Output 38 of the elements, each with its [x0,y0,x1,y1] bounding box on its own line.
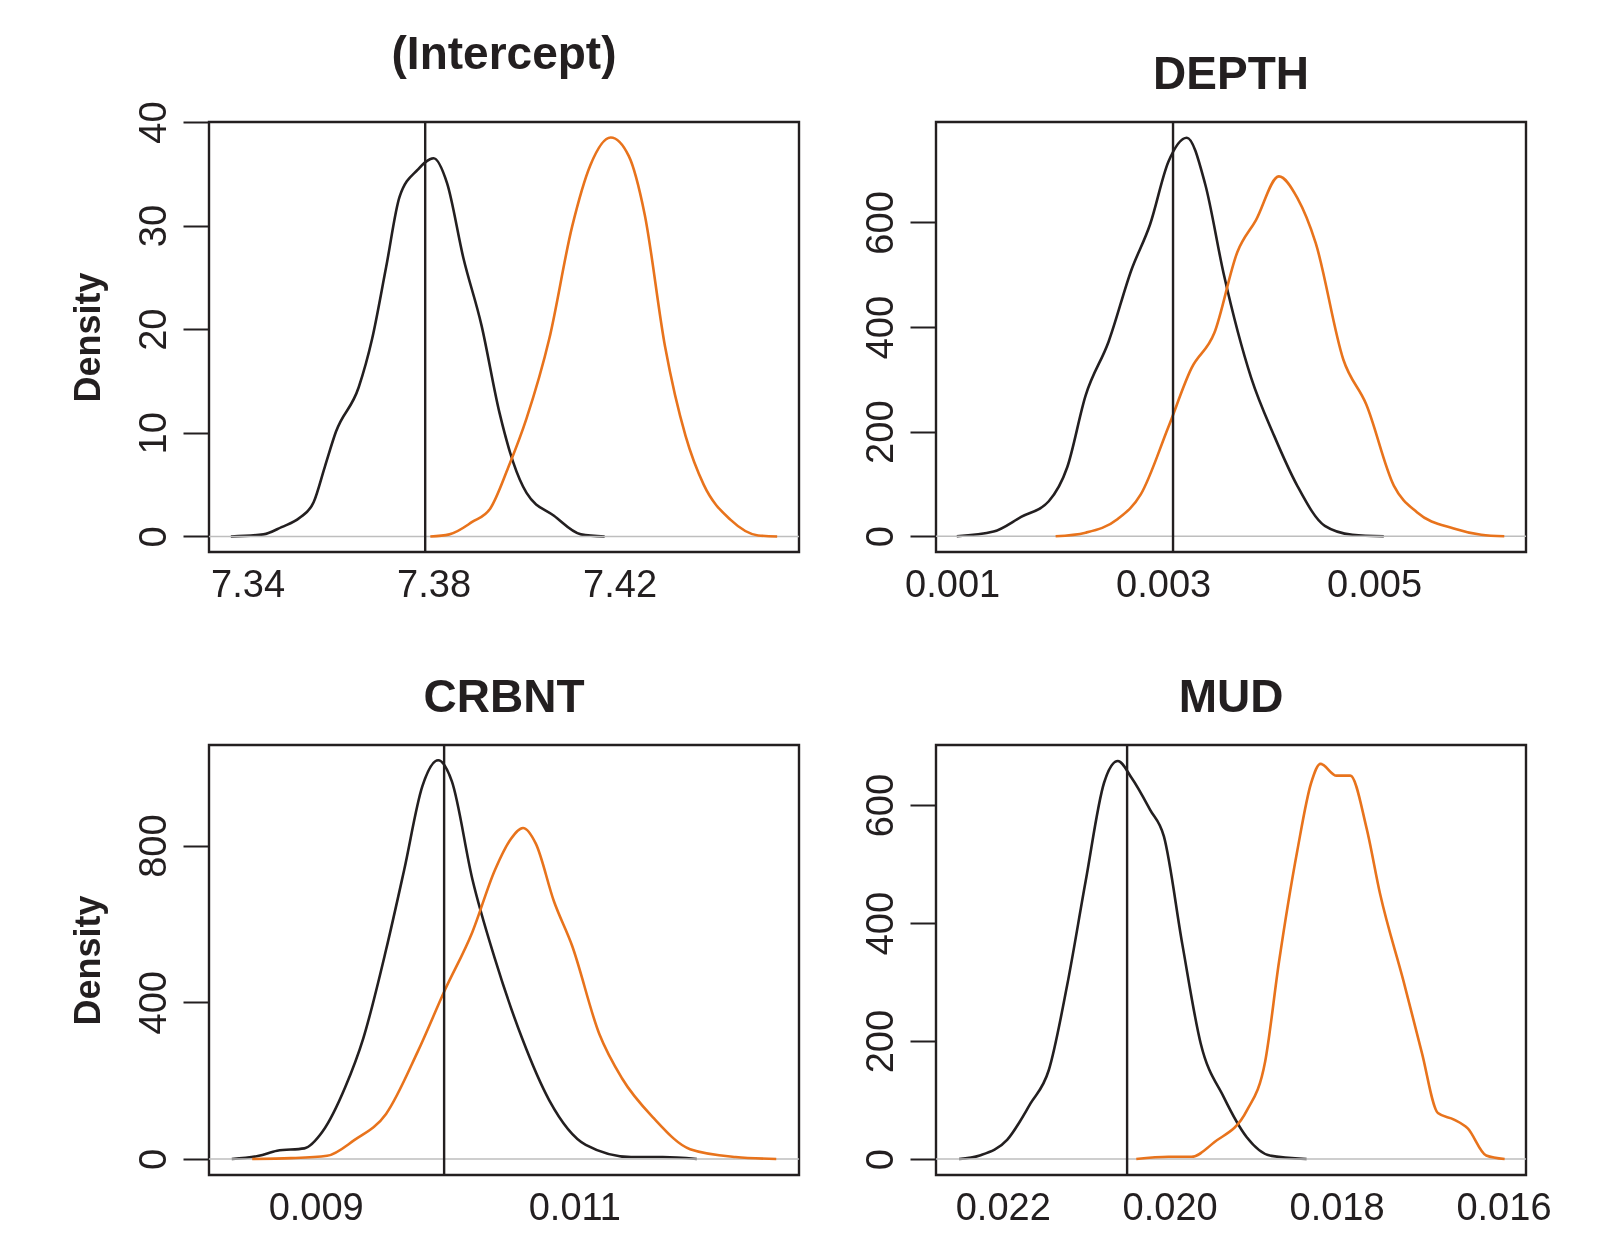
chart-title: (Intercept) [391,26,617,79]
y-axis-title: Density [66,895,108,1026]
x-tick-label: 0.022 [955,1185,1051,1228]
line-series [1134,762,1506,1161]
y-tick-label: 0 [131,526,174,548]
y-tick-label: 20 [131,308,174,351]
x-tick-label: 0.001 [905,562,1001,605]
y-tick-label: 0 [131,1148,174,1171]
y-tick-label: 0 [858,1149,901,1171]
y-tick-label: 10 [131,412,174,455]
x-tick-label: 7.34 [211,562,286,605]
x-tick-label: 0.003 [1116,562,1212,605]
y-axis-title: Density [66,272,108,403]
line-series [429,136,779,538]
x-tick-label: 0.009 [268,1185,364,1228]
chart-title: CRBNT [423,669,585,722]
y-tick-label: 600 [858,773,901,838]
x-tick-label: 7.38 [397,562,472,605]
y-tick-label: 400 [858,295,901,360]
y-tick-label: 600 [858,191,901,255]
x-tick-label: 0.005 [1327,562,1423,605]
x-tick-label: 0.016 [1456,1185,1552,1228]
chart-title: MUD [1178,669,1284,722]
y-tick-label: 200 [858,400,901,464]
x-tick-label: 0.011 [528,1185,621,1228]
x-tick-label: 0.020 [1122,1185,1218,1228]
y-tick-label: 400 [858,891,901,956]
line-series [250,826,778,1161]
y-tick-label: 400 [131,971,174,1035]
y-tick-label: 40 [131,101,174,144]
y-tick-label: 0 [858,526,901,548]
y-tick-label: 800 [131,814,174,878]
y-tick-label: 30 [131,204,174,248]
chart-title: DEPTH [1153,46,1309,99]
x-tick-label: 0.018 [1289,1185,1385,1228]
line-series [1054,175,1506,538]
x-tick-label: 7.42 [583,562,658,605]
y-tick-label: 200 [858,1009,901,1074]
